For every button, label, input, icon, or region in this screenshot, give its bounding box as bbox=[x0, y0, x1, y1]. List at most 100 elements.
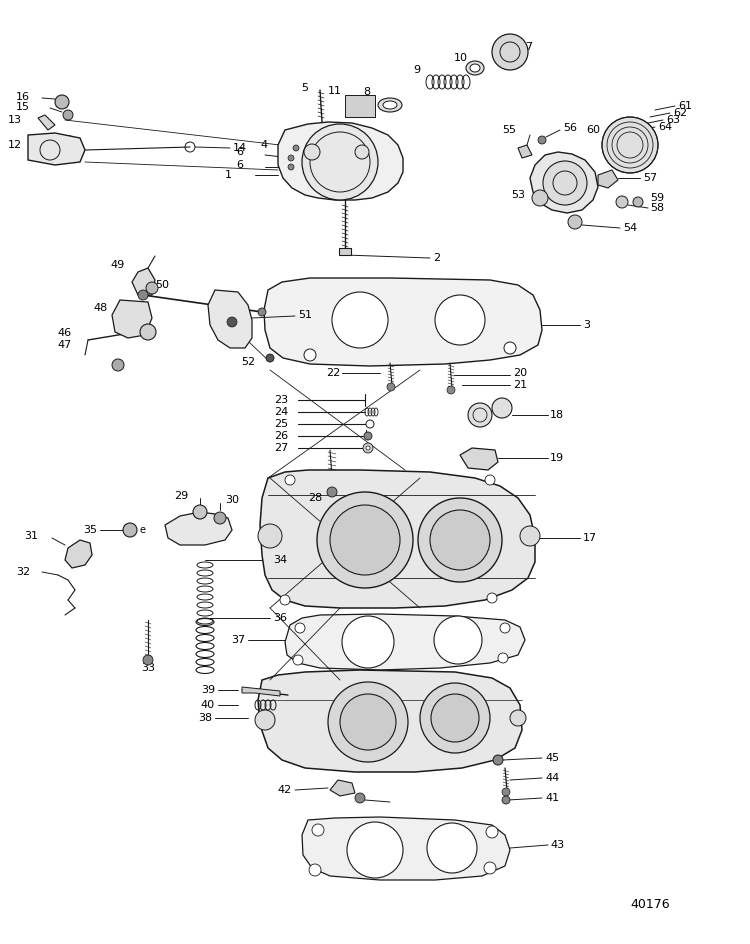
Circle shape bbox=[112, 359, 124, 371]
Polygon shape bbox=[518, 145, 532, 158]
Circle shape bbox=[633, 197, 643, 207]
Circle shape bbox=[447, 386, 455, 394]
Circle shape bbox=[520, 526, 540, 546]
Polygon shape bbox=[302, 817, 510, 880]
Circle shape bbox=[214, 512, 226, 524]
Circle shape bbox=[280, 595, 290, 605]
Circle shape bbox=[568, 215, 582, 229]
Text: 47: 47 bbox=[58, 340, 72, 350]
Circle shape bbox=[493, 755, 503, 765]
Text: 56: 56 bbox=[563, 123, 577, 133]
Circle shape bbox=[330, 505, 400, 575]
Circle shape bbox=[285, 475, 295, 485]
Circle shape bbox=[484, 862, 496, 874]
Text: 6: 6 bbox=[236, 160, 243, 170]
Polygon shape bbox=[258, 670, 522, 772]
Text: 12: 12 bbox=[8, 140, 22, 150]
Circle shape bbox=[288, 155, 294, 161]
Circle shape bbox=[146, 282, 158, 294]
Circle shape bbox=[143, 655, 153, 665]
Text: 42: 42 bbox=[278, 785, 292, 795]
Text: 16: 16 bbox=[16, 92, 30, 102]
Text: 62: 62 bbox=[673, 108, 687, 118]
Text: 34: 34 bbox=[273, 555, 287, 565]
Circle shape bbox=[140, 324, 156, 340]
Circle shape bbox=[538, 136, 546, 144]
Text: 19: 19 bbox=[550, 453, 564, 463]
Circle shape bbox=[502, 788, 510, 796]
Text: 38: 38 bbox=[198, 713, 212, 723]
Circle shape bbox=[293, 655, 303, 665]
Polygon shape bbox=[242, 687, 280, 696]
Text: 22: 22 bbox=[326, 368, 340, 378]
Text: 52: 52 bbox=[241, 357, 255, 367]
Text: 63: 63 bbox=[666, 115, 680, 125]
Text: 17: 17 bbox=[583, 533, 597, 543]
Text: 60: 60 bbox=[586, 125, 600, 135]
Text: 1: 1 bbox=[225, 170, 232, 180]
Text: 51: 51 bbox=[298, 310, 312, 320]
Polygon shape bbox=[460, 448, 498, 470]
Circle shape bbox=[500, 623, 510, 633]
Text: 10: 10 bbox=[454, 53, 468, 63]
Polygon shape bbox=[165, 512, 232, 545]
Text: 59: 59 bbox=[650, 193, 664, 203]
Circle shape bbox=[309, 864, 321, 876]
Text: 29: 29 bbox=[174, 491, 188, 501]
Circle shape bbox=[355, 145, 369, 159]
Circle shape bbox=[288, 164, 294, 170]
Circle shape bbox=[295, 623, 305, 633]
Circle shape bbox=[363, 443, 373, 453]
Polygon shape bbox=[264, 278, 542, 366]
Circle shape bbox=[255, 710, 275, 730]
Circle shape bbox=[138, 290, 148, 300]
Text: 3: 3 bbox=[583, 320, 590, 330]
Text: 24: 24 bbox=[274, 407, 288, 417]
Text: 39: 39 bbox=[201, 685, 215, 695]
Text: 26: 26 bbox=[274, 431, 288, 441]
Text: 64: 64 bbox=[658, 122, 672, 132]
Circle shape bbox=[430, 510, 490, 570]
Circle shape bbox=[486, 826, 498, 838]
Text: 46: 46 bbox=[58, 328, 72, 338]
Polygon shape bbox=[132, 268, 155, 295]
Text: 20: 20 bbox=[513, 368, 527, 378]
Text: 55: 55 bbox=[502, 125, 516, 135]
Circle shape bbox=[532, 190, 548, 206]
Circle shape bbox=[616, 196, 628, 208]
Circle shape bbox=[510, 710, 526, 726]
Circle shape bbox=[543, 161, 587, 205]
Text: 6: 6 bbox=[236, 147, 243, 157]
Text: 23: 23 bbox=[274, 395, 288, 405]
Ellipse shape bbox=[378, 98, 402, 112]
Text: 32: 32 bbox=[16, 567, 30, 577]
Circle shape bbox=[332, 292, 388, 348]
Circle shape bbox=[312, 824, 324, 836]
Circle shape bbox=[258, 308, 266, 316]
Text: 50: 50 bbox=[155, 280, 169, 290]
Text: 14: 14 bbox=[233, 143, 248, 153]
Circle shape bbox=[435, 295, 485, 345]
Polygon shape bbox=[285, 614, 525, 670]
Text: 31: 31 bbox=[24, 531, 38, 541]
Circle shape bbox=[327, 487, 337, 497]
Circle shape bbox=[293, 145, 299, 151]
Circle shape bbox=[502, 796, 510, 804]
Circle shape bbox=[347, 822, 403, 878]
Circle shape bbox=[366, 446, 370, 450]
Text: 4: 4 bbox=[260, 140, 267, 150]
Circle shape bbox=[468, 403, 492, 427]
Text: 48: 48 bbox=[94, 303, 108, 313]
Text: 40: 40 bbox=[201, 700, 215, 710]
Polygon shape bbox=[330, 780, 355, 796]
Text: e: e bbox=[140, 525, 146, 535]
Text: 30: 30 bbox=[225, 495, 239, 505]
Circle shape bbox=[266, 354, 274, 362]
Text: 57: 57 bbox=[643, 173, 657, 183]
Circle shape bbox=[418, 498, 502, 582]
Polygon shape bbox=[530, 152, 598, 213]
Circle shape bbox=[342, 616, 394, 668]
Text: 53: 53 bbox=[511, 190, 525, 200]
Circle shape bbox=[427, 823, 477, 873]
Ellipse shape bbox=[470, 64, 480, 72]
